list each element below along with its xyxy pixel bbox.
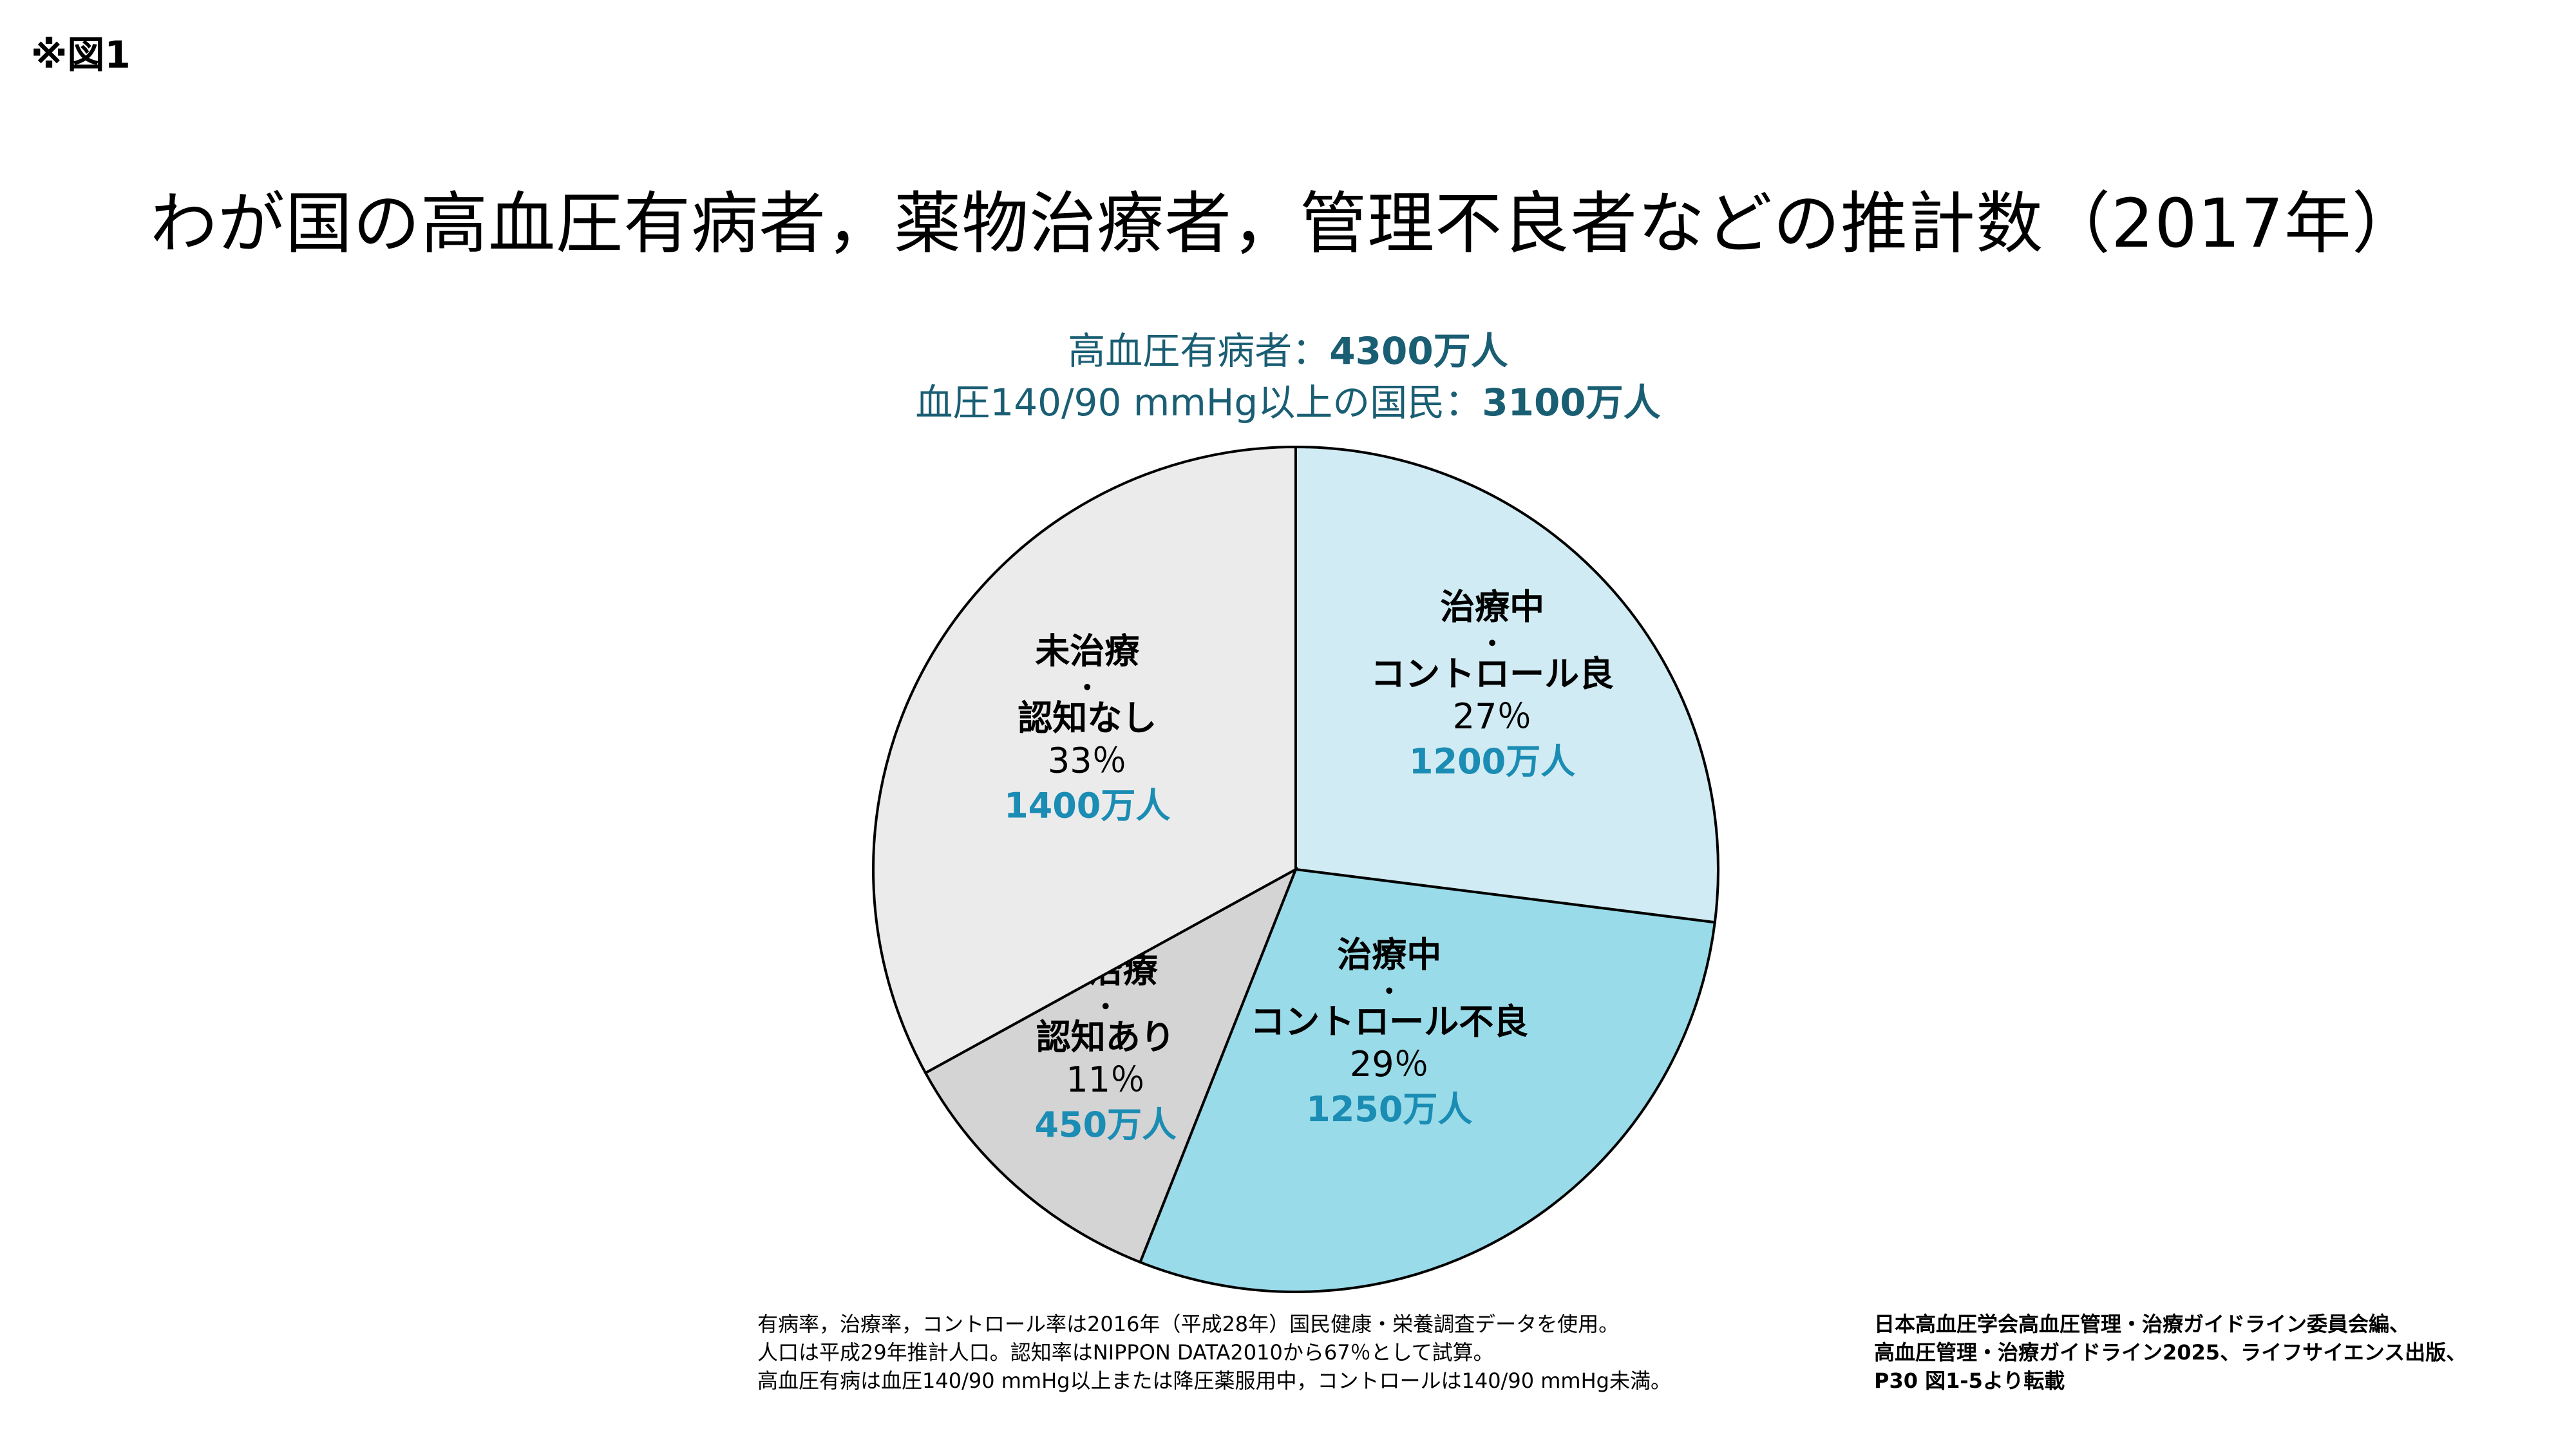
slice-percent-label-aware: 11％ [1066, 1059, 1145, 1100]
figure-label: ※図1 [31, 33, 131, 77]
slice-label-subtitle-controlled: コントロール良 [1370, 654, 1614, 694]
slice-percent-label-unaware: 33％ [1048, 741, 1127, 781]
slice-count-label-uncontrolled: 1250万人 [1306, 1089, 1472, 1130]
summary-line-high-bp: 血圧140/90 mmHg以上の国民：3100万人 [0, 372, 2576, 426]
pie-slice-aware [923, 866, 1298, 1264]
slice-label-dot-uncontrolled: ・ [1376, 977, 1402, 1007]
footnote: 有病率，治療率，コントロール率は2016年（平成28年）国民健康・栄養調査データ… [757, 1310, 1671, 1395]
pie-slice-uncontrolled [1138, 867, 1717, 1293]
slice-label-dot-aware: ・ [1093, 992, 1119, 1022]
slice-label-subtitle-unaware: 認知なし [1018, 698, 1157, 739]
slice-count-label-unaware: 1400万人 [1004, 786, 1170, 826]
slice-label-title-uncontrolled: 治療中 [1337, 934, 1441, 975]
footnote-line: 有病率，治療率，コントロール率は2016年（平成28年）国民健康・栄養調査データ… [757, 1312, 1620, 1336]
pie-slice-controlled [1294, 445, 1720, 924]
slice-label-subtitle-aware: 認知あり [1036, 1017, 1175, 1057]
slice-percent-label-controlled: 27％ [1453, 696, 1532, 737]
summary-line-prevalence: 高血圧有病者：4300万人 [0, 321, 2576, 375]
summary-high-bp-value: 3100万人 [1482, 381, 1661, 424]
source-line: 高血圧管理・治療ガイドライン2025、ライフサイエンス出版、 [1874, 1340, 2467, 1365]
pie-slice-unaware [872, 445, 1297, 1075]
slice-count-label-controlled: 1200万人 [1409, 741, 1575, 782]
page-title: わが国の高血圧有病者，薬物治療者，管理不良者などの推計数（2017年） [150, 184, 2420, 263]
source-citation: 日本高血圧学会高血圧管理・治療ガイドライン委員会編、 高血圧管理・治療ガイドライ… [1874, 1310, 2467, 1395]
slice-label-dot-unaware: ・ [1074, 674, 1100, 703]
slice-count-label-aware: 450万人 [1034, 1104, 1177, 1145]
footnote-line: 人口は平成29年推計人口。認知率はNIPPON DATA2010から67％として… [757, 1340, 1494, 1365]
summary-prevalence-label: 高血圧有病者： [1068, 329, 1330, 373]
summary-high-bp-label: 血圧140/90 mmHg以上の国民： [915, 381, 1482, 424]
slice-label-title-unaware: 未治療 [1035, 631, 1139, 672]
slice-percent-label-uncontrolled: 29％ [1350, 1044, 1429, 1084]
slice-label-title-controlled: 治療中 [1440, 587, 1544, 627]
footnote-line: 高血圧有病は血圧140/90 mmHg以上または降圧薬服用中，コントロールは14… [757, 1368, 1671, 1393]
source-line: 日本高血圧学会高血圧管理・治療ガイドライン委員会編、 [1874, 1312, 2410, 1336]
source-line: P30 図1-5より転載 [1874, 1368, 2065, 1393]
summary-prevalence-value: 4300万人 [1329, 329, 1508, 373]
slice-label-subtitle-uncontrolled: コントロール不良 [1250, 1001, 1528, 1042]
slice-label-dot-controlled: ・ [1479, 629, 1505, 659]
